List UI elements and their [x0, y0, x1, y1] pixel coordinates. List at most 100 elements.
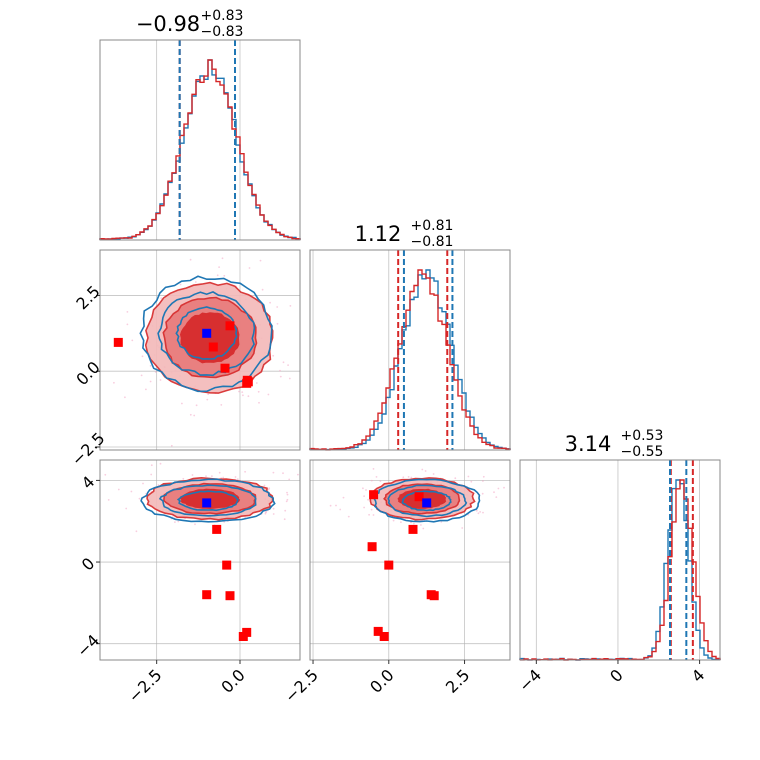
scatter-panel-1-0-faint-point [282, 361, 285, 364]
scatter-panel-2-1-faint-point [372, 468, 375, 470]
scatter-panel-1-0-faint-point [269, 301, 271, 304]
scatter-panel-2-1-faint-point [365, 489, 367, 491]
scatter-panel-2-0-faint-point [286, 498, 289, 501]
scatter-panel-1-0-contour-a-1 [157, 291, 256, 377]
scatter-panel-1-0-faint-point [124, 396, 126, 399]
diag-panel-0-hist-a [99, 59, 301, 240]
scatter-panel-2-1-sample-marker-1 [414, 492, 424, 502]
scatter-panel-1-0-faint-point [206, 398, 209, 401]
col0-xtick-label-1: 0.0 [217, 665, 248, 696]
scatter-panel-1-0-faint-point [154, 371, 157, 373]
scatter-panel-1-0-truth-marker [202, 328, 212, 338]
scatter-panel-2-0-faint-point [211, 475, 213, 477]
row1-ytick-label-1: 0.0 [72, 358, 103, 389]
scatter-panel-2-1-faint-point [503, 486, 505, 489]
col2-xtick-label-0: −4 [515, 665, 545, 695]
scatter-panel-2-1-contour-a-0 [372, 478, 481, 523]
scatter-panel-1-0-faint-point [261, 288, 264, 291]
scatter-panel-2-0-faint-point [194, 523, 196, 526]
scatter-panel-2-0-faint-point [218, 471, 221, 474]
scatter-panel-2-1-faint-point [493, 491, 495, 494]
scatter-panel-1-0-faint-point [279, 375, 282, 378]
scatter-panel-1-0-faint-point [220, 404, 223, 406]
diag-panel-1-title: 1.12 [355, 222, 402, 246]
scatter-panel-2-1-sample-marker-7 [373, 626, 383, 636]
scatter-panel-2-1-faint-point [440, 521, 443, 523]
scatter-panel-1-0-faint-point [287, 364, 289, 366]
scatter-panel-2-0-faint-point [159, 462, 162, 465]
scatter-panel-2-1-faint-point [392, 519, 395, 522]
scatter-panel-1-0-faint-point [276, 306, 279, 308]
scatter-panel-2-0-faint-point [130, 490, 133, 493]
diag-panel-0-hist-b [99, 59, 301, 240]
scatter-panel-1-0-faint-point [267, 393, 270, 396]
scatter-panel-2-0-faint-point [135, 530, 138, 533]
scatter-panel-2-1-faint-point [372, 514, 375, 516]
scatter-panel-2-1-faint-point [467, 475, 470, 478]
scatter-panel-1-0-faint-point [149, 365, 152, 367]
scatter-panel-1-0-faint-point [242, 394, 244, 397]
scatter-panel-2-0-faint-point [182, 477, 185, 480]
scatter-panel-2-1-faint-point [482, 475, 485, 478]
scatter-panel-1-0-sample-marker-5 [242, 375, 252, 385]
scatter-panel-2-0-frame [99, 459, 301, 661]
scatter-panel-2-1-faint-point [422, 527, 425, 530]
scatter-panel-1-0-faint-point [126, 323, 129, 326]
scatter-panel-2-0-faint-point [177, 520, 180, 523]
scatter-panel-2-1-faint-point [470, 480, 473, 483]
scatter-panel-2-0-faint-point [286, 491, 288, 494]
scatter-panel-1-0-faint-point [257, 390, 260, 393]
scatter-panel-2-0-sample-marker-1 [222, 560, 232, 570]
scatter-panel-2-0-faint-point [297, 473, 299, 476]
scatter-panel-2-1-frame [309, 459, 511, 661]
scatter-panel-2-1-faint-point [407, 476, 410, 478]
diag-panel-1-frame [309, 249, 511, 451]
scatter-panel-1-0-faint-point [221, 257, 224, 260]
scatter-panel-2-0-faint-point [272, 513, 275, 515]
scatter-panel-1-0-sample-marker-0 [225, 321, 235, 331]
scatter-panel-1-0-faint-point [258, 401, 260, 404]
scatter-panel-1-0-faint-point [218, 266, 221, 268]
scatter-panel-2-0-faint-point [117, 488, 120, 491]
scatter-panel-2-0-faint-point [244, 470, 247, 473]
diag-panel-2-title: 3.14 [565, 432, 612, 456]
scatter-panel-2-0-faint-point [268, 487, 271, 490]
scatter-panel-2-1-faint-point [482, 511, 484, 514]
scatter-panel-1-0-faint-point [149, 380, 152, 383]
diag-panel-2-title-plus: +0.53 [621, 428, 664, 444]
scatter-panel-1-0-contour-a-0 [139, 275, 273, 393]
scatter-panel-1-0-faint-point [238, 390, 240, 393]
scatter-panel-2-1-faint-point [497, 487, 500, 490]
scatter-panel-2-1-faint-point [335, 504, 337, 507]
scatter-panel-1-0-faint-point [194, 281, 197, 283]
scatter-panel-2-1-sample-marker-3 [367, 542, 377, 552]
scatter-panel-2-1-faint-point [482, 480, 484, 482]
data-layer [99, 40, 721, 661]
scatter-panel-2-1-faint-point [329, 504, 332, 507]
scatter-panel-1-0-faint-point [248, 267, 251, 269]
diag-panel-1-hist-a [309, 269, 511, 451]
scatter-panel-2-0-contour-a-0 [140, 478, 276, 523]
col1-xtick-label-2: 2.5 [442, 665, 473, 696]
scatter-panel-2-0-faint-point [236, 478, 239, 481]
scatter-panel-2-1-faint-point [400, 521, 402, 524]
scatter-panel-2-0-faint-point [286, 493, 289, 496]
scatter-panel-1-0-frame [99, 249, 301, 451]
row1-ytick-label-0: −2.5 [68, 429, 109, 470]
scatter-panel-2-1-faint-point [339, 508, 342, 511]
diag-panel-1-title-plus: +0.81 [411, 218, 454, 234]
scatter-panel-2-1-sample-marker-6 [429, 591, 439, 601]
scatter-panel-2-1-faint-point [370, 508, 373, 511]
scatter-panel-1-0-faint-point [276, 322, 279, 325]
scatter-panel-2-1-faint-point [420, 524, 422, 526]
scatter-panel-2-0-faint-point [284, 509, 287, 512]
scatter-panel-2-0-sample-marker-3 [225, 591, 235, 601]
scatter-panel-1-0-faint-point [189, 258, 192, 261]
scatter-panel-2-0-truth-marker [202, 498, 212, 508]
scatter-panel-2-1-faint-point [363, 495, 365, 497]
diag-panel-2-title-minus: −0.55 [621, 444, 664, 460]
scatter-panel-2-1-faint-point [477, 512, 480, 515]
scatter-panel-1-0-faint-point [181, 402, 183, 405]
scatter-panel-1-0-faint-point [140, 374, 143, 377]
row2-ytick-label-2: 4 [78, 472, 99, 493]
